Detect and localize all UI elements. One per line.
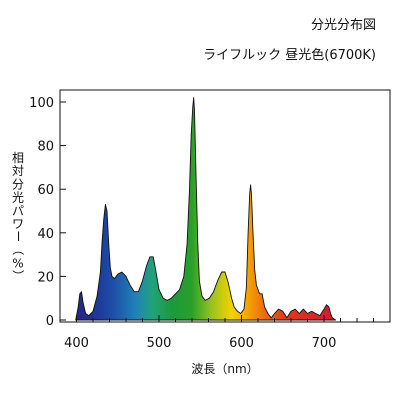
- y-tick-label: 20: [37, 270, 54, 285]
- spectrum-area: [75, 97, 337, 321]
- y-axis-title-char: （: [11, 243, 25, 255]
- y-axis-title-char: ワ: [12, 217, 24, 231]
- chart-title: 分光分布図: [310, 18, 376, 33]
- y-tick-label: 100: [29, 96, 54, 111]
- y-tick-label: 60: [37, 183, 54, 198]
- y-axis-title-char: %: [12, 257, 23, 271]
- x-tick-label: 700: [312, 336, 337, 351]
- y-tick-label: 80: [37, 140, 54, 155]
- y-tick-label: 0: [46, 314, 54, 329]
- y-axis-title-char: 対: [12, 164, 24, 178]
- y-tick-label: 40: [37, 227, 54, 242]
- y-axis-title-char: パ: [12, 204, 24, 218]
- x-tick-label: 500: [147, 336, 172, 351]
- chart-subtitle: ライフルック 昼光色(6700K): [203, 48, 376, 63]
- x-tick-label: 600: [229, 336, 254, 351]
- y-axis-title-char: 光: [12, 191, 24, 205]
- x-axis-title: 波長（nm）: [191, 362, 258, 376]
- y-axis-ticks: 0 20 40 60 80 100: [29, 96, 66, 329]
- y-axis-title-char: 相: [12, 151, 24, 165]
- x-tick-label: 400: [64, 336, 89, 351]
- x-axis-ticks: 400 500 600 700: [64, 315, 374, 351]
- y-axis-title-char: ー: [11, 230, 25, 242]
- y-axis-title-char: 分: [12, 177, 24, 191]
- y-axis-title-char: ）: [11, 270, 25, 282]
